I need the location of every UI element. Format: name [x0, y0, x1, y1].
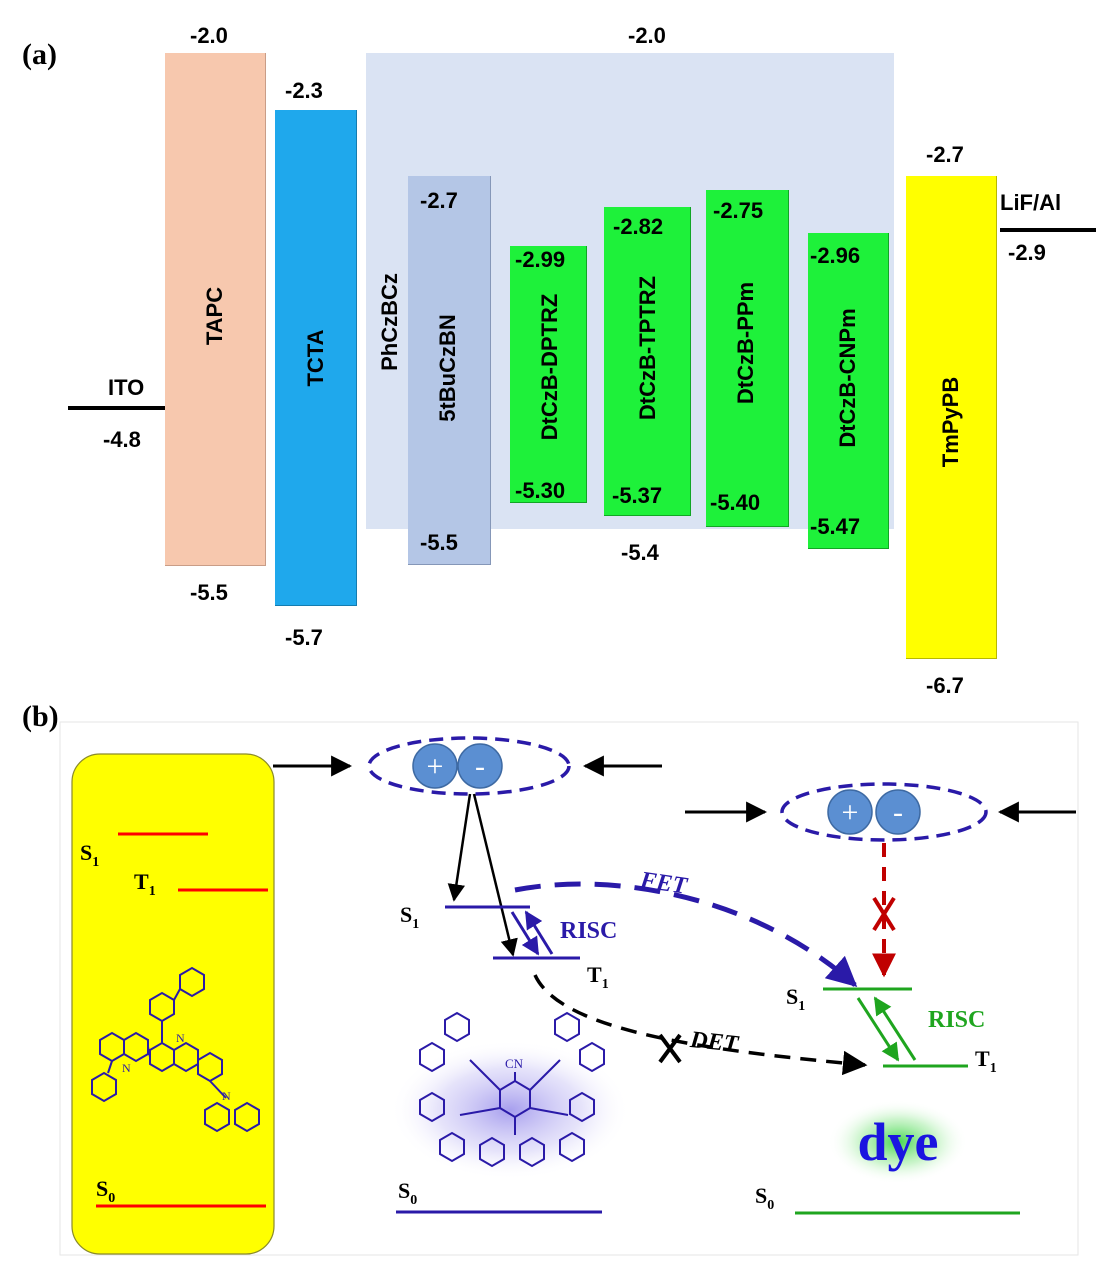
dye-s0-label: S0	[755, 1183, 774, 1213]
layer-lumo-dtczb-tptrz: -2.82	[613, 214, 664, 239]
fet-arrow	[514, 881, 858, 987]
sens-molecule-cn: CN	[505, 1056, 524, 1071]
cathode-level-line	[1000, 228, 1096, 232]
panel-a-label: (a)	[22, 38, 57, 71]
host-molecule-structure	[91, 966, 260, 1133]
hole-symbol: +	[427, 750, 444, 783]
host-molecule-n3: N	[222, 1089, 231, 1103]
dye-t1-label: T1	[975, 1046, 997, 1076]
layer-bar-tmpypb	[906, 176, 997, 659]
electron-symbol: -	[475, 750, 485, 783]
layer-bar-tapc	[165, 53, 266, 566]
sens-t1-label: T1	[587, 962, 609, 992]
dye-glow	[828, 1100, 968, 1184]
sens-molecule-glow	[390, 1040, 630, 1180]
dye-electron-symbol: -	[893, 796, 903, 829]
layer-lumo-dtczb-cnpm: -2.96	[810, 243, 861, 268]
hole-circle	[412, 743, 458, 789]
dye-risc-up-arrow	[873, 996, 917, 1061]
layer-bar-5tbuczbn	[408, 176, 491, 565]
layer-bar-dtczb-dptrz	[510, 246, 587, 503]
sens-s0-label: S0	[398, 1178, 417, 1208]
host-molecule-n1: N	[122, 1061, 131, 1075]
dye-direct-blocked-cross	[872, 896, 896, 932]
panel-b-label: (b)	[22, 700, 59, 733]
dye-s1-label: S1	[786, 984, 805, 1014]
sens-molecule-structure	[419, 1011, 605, 1168]
layer-lumo-5tbuczbn: -2.7	[420, 188, 458, 213]
layer-homo-dtczb-tptrz: -5.37	[612, 483, 663, 508]
det-arrow	[533, 974, 868, 1076]
host-molecule-n2: N	[176, 1031, 185, 1045]
sens-isc-down-arrow	[510, 911, 540, 956]
layer-lumo-dtczb-dptrz: -2.99	[515, 247, 566, 272]
layer-bar-dtczb-cnpm	[808, 233, 889, 549]
layer-homo-dtczb-cnpm: -5.47	[810, 514, 861, 539]
layer-homo-5tbuczbn: -5.5	[420, 530, 458, 555]
det-blocked-cross	[658, 1033, 682, 1064]
dye-electron-circle	[875, 789, 921, 835]
dye-isc-down-arrow	[856, 997, 900, 1062]
ito-label: ITO	[108, 375, 145, 400]
host-s1-label: S1	[80, 840, 99, 870]
host-homo-value: -5.4	[621, 540, 659, 565]
layer-bar-dtczb-ppm	[706, 190, 789, 527]
sens-risc-label: RISC	[560, 918, 617, 944]
layer-lumo-dtczb-ppm: -2.75	[713, 198, 764, 223]
ito-value: -4.8	[103, 427, 141, 452]
cathode-value: -2.9	[1008, 240, 1046, 265]
layer-homo-dtczb-dptrz: -5.30	[515, 478, 566, 503]
sens-risc-up-arrow	[524, 910, 554, 955]
dye-text: dye	[858, 1112, 939, 1172]
layer-lumo-tcta: -2.3	[285, 78, 323, 103]
host-s0-label: S0	[96, 1176, 115, 1206]
exciton-ellipse	[367, 736, 571, 796]
layer-bar-dtczb-tptrz	[604, 207, 691, 516]
host-lumo-value: -2.0	[628, 23, 666, 48]
layer-homo-tcta: -5.7	[285, 625, 323, 650]
layer-bar-tcta	[275, 110, 357, 606]
layer-lumo-tapc: -2.0	[190, 23, 228, 48]
layer-homo-dtczb-ppm: -5.40	[710, 490, 761, 515]
dye-hole-circle	[827, 789, 873, 835]
electron-circle	[457, 743, 503, 789]
host-t1-label: T1	[134, 869, 156, 899]
layer-homo-tmpypb: -6.7	[926, 673, 964, 698]
det-label: DET	[688, 1027, 741, 1058]
exciton-to-t1-arrow	[472, 793, 518, 957]
dye-hole-symbol: +	[842, 796, 859, 829]
sens-s1-label: S1	[400, 902, 419, 932]
dye-risc-label: RISC	[928, 1007, 985, 1033]
layer-homo-tapc: -5.5	[190, 580, 228, 605]
dye-exciton-ellipse	[780, 782, 988, 842]
layer-lumo-tmpypb: -2.7	[926, 142, 964, 167]
exciton-to-s1-arrow	[447, 793, 472, 902]
cathode-label: LiF/Al	[1000, 190, 1062, 215]
ito-level-line	[68, 406, 165, 410]
